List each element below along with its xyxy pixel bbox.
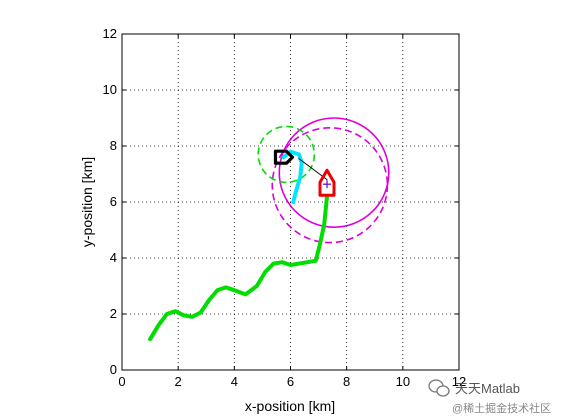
x-tick-label: 6: [287, 374, 294, 389]
y-axis-label: y-position [km]: [79, 157, 95, 247]
trajectory-line-2: [281, 149, 304, 204]
target-ship-icon: [273, 149, 295, 165]
x-tick-label: 10: [396, 374, 410, 389]
x-tick-label: 12: [452, 374, 466, 389]
y-tick-label: 4: [110, 250, 117, 265]
axis-ticks: 0 2 4 6 8 10 12 0 2 4 6 8 10 12: [103, 26, 467, 389]
y-tick-label: 2: [110, 306, 117, 321]
x-tick-label: 0: [118, 374, 125, 389]
x-axis-label: x-position [km]: [245, 398, 335, 414]
x-tick-label: 2: [175, 374, 182, 389]
range-circle-1: [278, 117, 390, 229]
range-circles: [257, 117, 390, 244]
trajectory-series: [148, 149, 329, 342]
range-circle-2: [271, 126, 389, 244]
y-tick-label: 0: [110, 362, 117, 377]
grid-lines: [122, 34, 459, 370]
vessel-markers: [273, 149, 336, 197]
y-tick-label: 10: [103, 82, 117, 97]
trajectory-line-1: [148, 194, 329, 342]
watermark-title: 天天Matlab: [455, 381, 520, 396]
y-tick-label: 8: [110, 138, 117, 153]
watermark: 天天Matlab @稀土掘金技术社区: [428, 379, 551, 415]
y-tick-label: 12: [103, 26, 117, 41]
wechat-icon: [428, 379, 450, 397]
x-tick-label: 4: [231, 374, 238, 389]
y-tick-label: 6: [110, 194, 117, 209]
watermark-subtitle: @稀土掘金技术社区: [452, 401, 551, 415]
range-circle-3: [257, 125, 316, 184]
own-ship-icon: [318, 168, 336, 197]
x-tick-label: 8: [343, 374, 350, 389]
